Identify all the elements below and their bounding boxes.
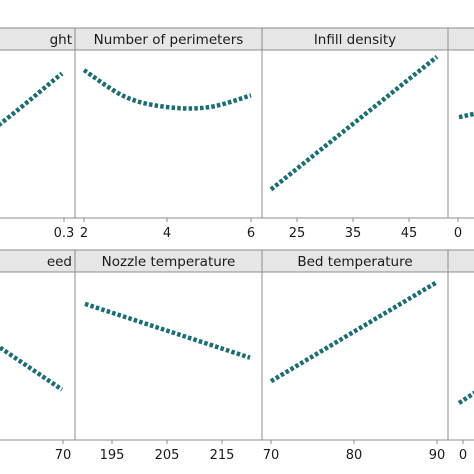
series-line <box>0 71 64 127</box>
panel-8: 0 <box>447 249 474 463</box>
panel-title-strip <box>447 249 474 273</box>
series-line <box>84 301 251 360</box>
panel-6: Nozzle temperature 195 205 215 <box>74 249 263 463</box>
panel-1: ght 0.3 <box>0 27 76 241</box>
x-tick-label: 70 <box>263 448 280 463</box>
x-tick-label: 35 <box>345 226 362 241</box>
panel-title: Number of perimeters <box>94 32 244 48</box>
x-tick-label: 0 <box>454 226 462 241</box>
panel-title-strip <box>447 27 474 51</box>
panel-4: 0 <box>447 27 474 241</box>
x-tick-label: 25 <box>289 226 306 241</box>
series-line <box>269 54 439 192</box>
panel-title: Bed temperature <box>297 254 412 270</box>
panel-frame <box>447 49 474 219</box>
x-tick-label: 215 <box>210 448 235 463</box>
x-tick-label: 195 <box>100 448 125 463</box>
x-tick-label: 70 <box>55 448 72 463</box>
x-tick-label: 6 <box>247 226 255 241</box>
panel-title: Infill density <box>314 32 396 48</box>
x-tick-label: 205 <box>155 448 180 463</box>
series-line <box>269 280 439 384</box>
panel-7: Bed temperature 70 80 90 <box>261 249 449 463</box>
x-tick-label: 0.3 <box>54 226 75 241</box>
x-tick-label: 4 <box>163 226 171 241</box>
series-line <box>458 111 474 120</box>
panel-2: Number of perimeters 2 4 6 <box>74 27 263 241</box>
series-line <box>82 68 252 111</box>
x-tick-label: 90 <box>429 448 446 463</box>
series-line <box>457 390 474 405</box>
x-tick-label: 45 <box>401 226 418 241</box>
x-tick-label: 80 <box>346 448 363 463</box>
panel-frame <box>0 49 76 219</box>
x-tick-label: 2 <box>80 226 88 241</box>
panel-frame <box>447 271 474 441</box>
panel-frame <box>74 49 263 219</box>
x-tick-label: 0 <box>459 448 467 463</box>
panel-frame <box>261 271 449 441</box>
panel-3: Infill density 25 35 45 <box>261 27 449 241</box>
series-line <box>0 345 64 392</box>
panel-frame <box>74 271 263 441</box>
panel-title: Nozzle temperature <box>102 254 236 270</box>
panel-title: eed <box>47 254 72 270</box>
panel-5: eed 70 <box>0 249 76 463</box>
panel-frame <box>261 49 449 219</box>
panel-title: ght <box>50 32 72 48</box>
